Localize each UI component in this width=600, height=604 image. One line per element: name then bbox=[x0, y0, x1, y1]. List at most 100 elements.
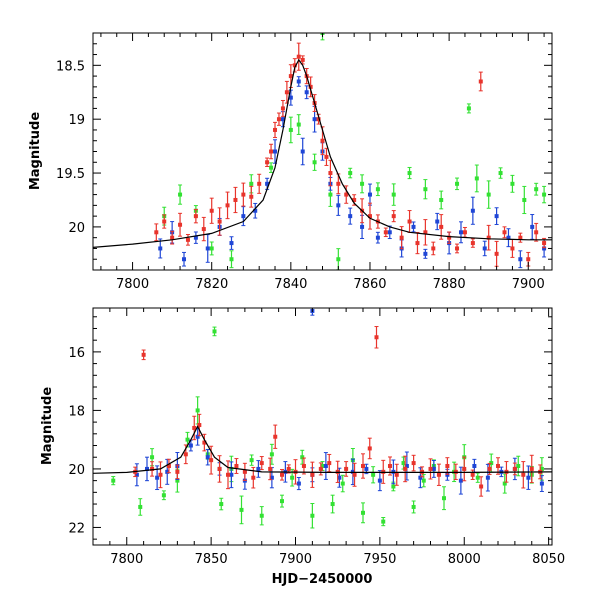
data-point bbox=[522, 185, 527, 215]
x-tick-label: 7900 bbox=[512, 277, 545, 292]
data-point bbox=[387, 225, 392, 240]
data-point bbox=[296, 76, 301, 87]
data-point bbox=[455, 177, 460, 191]
data-point bbox=[229, 236, 234, 250]
data-point bbox=[276, 112, 281, 126]
data-point bbox=[462, 456, 467, 482]
data-point bbox=[375, 182, 380, 197]
data-point bbox=[323, 452, 328, 480]
data-point bbox=[542, 185, 547, 204]
bottom-series-red bbox=[133, 326, 543, 497]
bottom-model-curve bbox=[93, 425, 552, 474]
top-panel: 7800 7820 7840 7860 7880 7900 18.5 19 19.5 20 Mag… bbox=[28, 32, 553, 292]
data-point bbox=[310, 461, 315, 488]
data-point bbox=[253, 202, 258, 219]
bottom-panel-data bbox=[93, 308, 552, 529]
top-series-red bbox=[154, 42, 547, 267]
x-tick-label: 7880 bbox=[433, 277, 466, 292]
data-point bbox=[510, 174, 515, 193]
bottom-panel-axes: 7800 7850 7900 7950 8000 8050 16 18 20 22 bbox=[68, 308, 565, 567]
x-tick-label: 7950 bbox=[363, 552, 396, 567]
data-point bbox=[411, 500, 416, 514]
data-point bbox=[296, 114, 301, 135]
data-point bbox=[470, 238, 475, 248]
x-tick-label: 7800 bbox=[110, 552, 143, 567]
data-point bbox=[225, 191, 230, 220]
data-point bbox=[439, 214, 444, 240]
data-point bbox=[161, 490, 166, 501]
x-tick-label: 7820 bbox=[195, 277, 228, 292]
data-point bbox=[470, 196, 475, 225]
data-point bbox=[486, 224, 491, 251]
data-point bbox=[145, 456, 149, 482]
data-point bbox=[234, 458, 239, 474]
data-point bbox=[268, 457, 273, 481]
bottom-panel-plot-area bbox=[93, 308, 552, 529]
data-point bbox=[466, 103, 471, 114]
data-point bbox=[498, 167, 503, 179]
data-point bbox=[233, 186, 238, 214]
data-point bbox=[111, 476, 116, 486]
data-point bbox=[496, 457, 500, 475]
data-point bbox=[506, 228, 511, 248]
data-point bbox=[482, 240, 487, 257]
data-point bbox=[340, 474, 345, 493]
data-point bbox=[431, 460, 436, 478]
data-point bbox=[462, 226, 467, 238]
data-point bbox=[510, 239, 515, 258]
data-point bbox=[375, 231, 380, 244]
data-point bbox=[212, 326, 217, 337]
data-point bbox=[327, 453, 332, 473]
data-point bbox=[273, 424, 278, 449]
data-point bbox=[217, 455, 222, 483]
data-point bbox=[330, 494, 335, 514]
data-point bbox=[280, 99, 285, 117]
data-point bbox=[447, 231, 452, 244]
data-point bbox=[367, 202, 372, 230]
data-point bbox=[197, 413, 202, 437]
data-point bbox=[166, 458, 171, 474]
data-point bbox=[367, 183, 372, 206]
data-point bbox=[158, 461, 163, 489]
data-point bbox=[301, 457, 306, 475]
data-point bbox=[344, 461, 349, 477]
data-point bbox=[486, 180, 491, 209]
data-point bbox=[474, 164, 479, 193]
top-model-curve bbox=[93, 58, 552, 248]
data-point bbox=[423, 179, 428, 200]
top-panel-axes: 7800 7820 7840 7860 7880 7900 18.5 19 19.5 20 bbox=[56, 32, 552, 292]
data-point bbox=[185, 234, 190, 246]
data-point bbox=[269, 143, 274, 160]
data-point bbox=[403, 455, 408, 483]
data-point bbox=[209, 197, 214, 224]
x-tick-label: 7840 bbox=[274, 277, 307, 292]
data-point bbox=[407, 166, 412, 180]
data-point bbox=[367, 437, 372, 460]
top-panel-data bbox=[93, 33, 552, 270]
data-point bbox=[310, 502, 315, 529]
data-point bbox=[201, 216, 206, 242]
data-point bbox=[470, 469, 475, 480]
data-point bbox=[175, 464, 180, 480]
data-point bbox=[516, 455, 521, 477]
bottom-series-blue bbox=[134, 308, 544, 495]
data-point bbox=[534, 222, 539, 242]
data-point bbox=[178, 212, 183, 237]
top-panel-plot-area bbox=[93, 33, 552, 270]
bottom-panel-x-axis-title: HJD−2450000 bbox=[272, 572, 373, 587]
data-point bbox=[150, 461, 155, 477]
data-point bbox=[348, 167, 353, 179]
data-point bbox=[494, 207, 499, 226]
data-point bbox=[296, 477, 301, 491]
data-point bbox=[138, 498, 143, 516]
data-point bbox=[259, 456, 264, 471]
data-point bbox=[280, 468, 284, 481]
data-point bbox=[391, 183, 396, 206]
data-point bbox=[428, 458, 433, 480]
data-point bbox=[241, 182, 246, 207]
data-point bbox=[423, 248, 428, 259]
y-tick-label: 19 bbox=[68, 113, 85, 128]
data-point bbox=[182, 251, 187, 267]
